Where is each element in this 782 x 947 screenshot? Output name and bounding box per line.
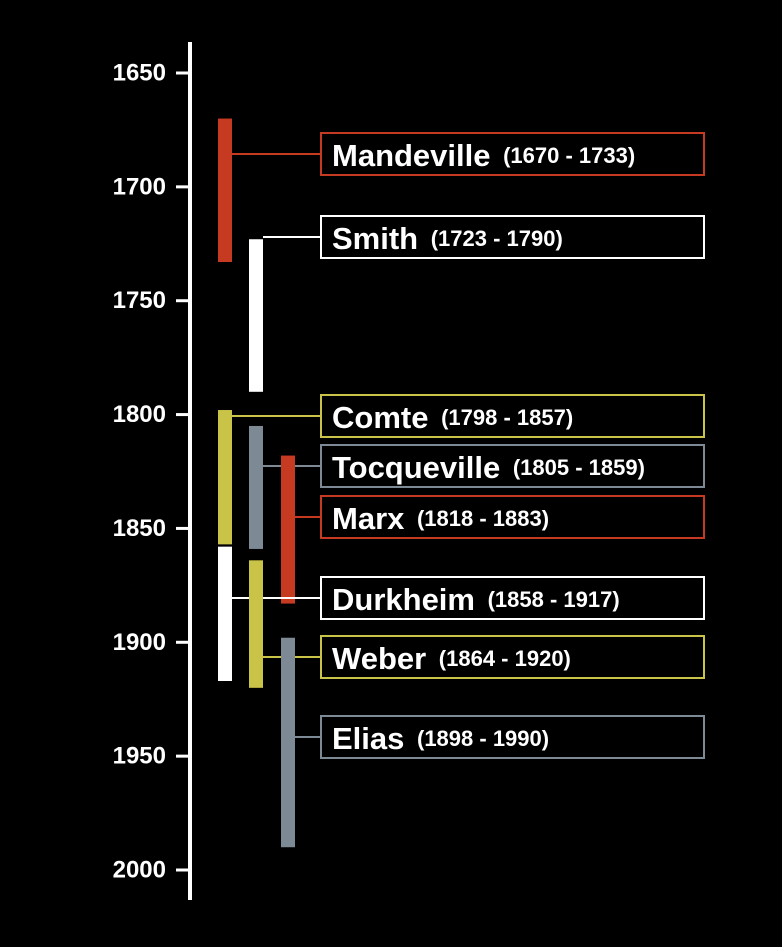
life-years-elias: (1898 - 1990)	[417, 726, 549, 751]
lifespan-bar-marx	[281, 455, 295, 604]
life-years-tocqueville: (1805 - 1859)	[513, 455, 645, 480]
tick-label: 1650	[113, 60, 166, 87]
name-labels: Mandeville (1670 - 1733) Smith (1723 - 17…	[320, 132, 705, 759]
label-box-comte	[320, 394, 705, 438]
tick-label: 1950	[113, 743, 166, 770]
lifespan-bar-comte	[218, 410, 232, 545]
tick-label: 1900	[113, 629, 166, 656]
tick-label: 1750	[113, 287, 166, 314]
label-text-comte: Comte (1798 - 1857)	[332, 400, 573, 435]
person-name-elias: Elias	[332, 721, 413, 756]
tick-label: 2000	[113, 857, 166, 884]
label-text-tocqueville: Tocqueville (1805 - 1859)	[332, 450, 645, 485]
life-years-smith: (1723 - 1790)	[431, 226, 563, 251]
lifespan-bar-weber	[249, 560, 263, 688]
label-box-marx	[320, 495, 705, 539]
label-box-smith	[320, 215, 705, 259]
person-name-marx: Marx	[332, 501, 413, 536]
lifespan-bar-tocqueville	[249, 425, 263, 549]
label-box-mandeville	[320, 132, 705, 176]
person-name-comte: Comte	[332, 400, 437, 435]
lifespan-bars	[218, 118, 321, 848]
person-name-smith: Smith	[332, 221, 427, 256]
life-years-weber: (1864 - 1920)	[439, 646, 571, 671]
label-text-elias: Elias (1898 - 1990)	[332, 721, 549, 756]
label-text-weber: Weber (1864 - 1920)	[332, 641, 571, 676]
tick-label: 1700	[113, 173, 166, 200]
tick-label: 1850	[113, 515, 166, 542]
tick-label: 1800	[113, 401, 166, 428]
label-box-durkheim	[320, 576, 705, 620]
person-name-tocqueville: Tocqueville	[332, 450, 509, 485]
label-text-marx: Marx (1818 - 1883)	[332, 501, 549, 536]
life-years-comte: (1798 - 1857)	[441, 405, 573, 430]
life-years-marx: (1818 - 1883)	[417, 506, 549, 531]
label-box-tocqueville	[320, 444, 705, 488]
person-name-mandeville: Mandeville	[332, 138, 499, 173]
lifespan-bar-elias	[281, 637, 295, 848]
year-axis: 1650 1700 1750 1800 1850 1900 1950 2000	[113, 42, 192, 900]
person-name-durkheim: Durkheim	[332, 582, 484, 617]
life-years-durkheim: (1858 - 1917)	[488, 587, 620, 612]
label-box-elias	[320, 715, 705, 759]
label-text-mandeville: Mandeville (1670 - 1733)	[332, 138, 635, 173]
life-years-mandeville: (1670 - 1733)	[503, 143, 635, 168]
person-name-weber: Weber	[332, 641, 435, 676]
lifespan-bar-durkheim	[218, 546, 232, 681]
lifespan-bar-mandeville	[218, 118, 232, 263]
label-text-durkheim: Durkheim (1858 - 1917)	[332, 582, 620, 617]
lifespan-bar-smith	[249, 239, 263, 392]
label-text-smith: Smith (1723 - 1790)	[332, 221, 563, 256]
label-box-weber	[320, 635, 705, 679]
